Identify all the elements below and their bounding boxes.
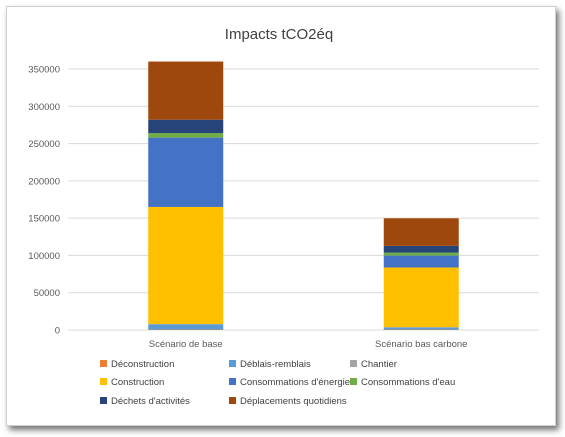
- bar-segment: [383, 218, 459, 246]
- legend-label: Chantier: [361, 359, 397, 370]
- bar-segment: [148, 61, 224, 120]
- chart-frame: Impacts tCO2éq 0 50000 100000 150000 200000 2…: [6, 6, 556, 426]
- y-tick-label: 200000: [28, 176, 60, 187]
- y-tick-label: 250000: [28, 139, 60, 150]
- gridlines: [68, 68, 539, 331]
- x-axis: Scénario de base Scénario bas carbone: [149, 339, 468, 350]
- chart-title: Impacts tCO2éq: [225, 26, 333, 43]
- legend-swatch: [100, 360, 107, 367]
- y-axis: 0 50000 100000 150000 200000 250000 300000 3500…: [28, 65, 60, 337]
- bar-segment: [148, 324, 224, 330]
- legend-swatch: [350, 360, 357, 367]
- y-tick-label: 50000: [34, 288, 60, 299]
- legend: Déconstruction Déblais-remblais Chantier Co…: [100, 359, 455, 407]
- legend-swatch: [229, 397, 236, 404]
- legend-swatch: [229, 360, 236, 367]
- x-category-label: Scénario de base: [149, 339, 223, 350]
- bar-segment: [383, 267, 459, 328]
- legend-label: Déblais-remblais: [240, 359, 311, 370]
- bar-segment: [148, 133, 224, 138]
- bar-segment: [148, 119, 224, 134]
- bar-segment: [148, 137, 224, 207]
- x-category-label: Scénario bas carbone: [375, 339, 467, 350]
- legend-swatch: [100, 378, 107, 385]
- bars: [148, 61, 459, 330]
- bar-segment: [383, 252, 459, 256]
- y-tick-label: 300000: [28, 102, 60, 113]
- bar-segment: [383, 245, 459, 253]
- legend-label: Déchets d'activités: [111, 396, 190, 407]
- y-tick-label: 100000: [28, 251, 60, 262]
- stacked-bar-chart: Impacts tCO2éq 0 50000 100000 150000 200000 2…: [28, 26, 539, 407]
- y-tick-label: 0: [55, 326, 60, 337]
- legend-label: Déplacements quotidiens: [240, 396, 347, 407]
- legend-label: Déconstruction: [111, 359, 174, 370]
- y-tick-label: 350000: [28, 65, 60, 76]
- bar-segment: [148, 206, 224, 325]
- bar-segment: [383, 255, 459, 268]
- legend-swatch: [100, 397, 107, 404]
- y-tick-label: 150000: [28, 214, 60, 225]
- bar-segment: [383, 327, 459, 330]
- legend-label: Consommations d'énergie: [240, 377, 350, 388]
- legend-label: Consommations d'eau: [361, 377, 455, 388]
- legend-label: Construction: [111, 377, 164, 388]
- legend-swatch: [229, 378, 236, 385]
- legend-swatch: [350, 378, 357, 385]
